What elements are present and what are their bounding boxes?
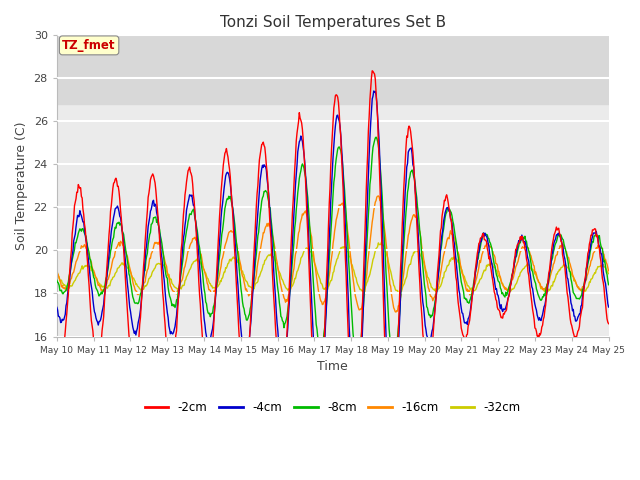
Legend: -2cm, -4cm, -8cm, -16cm, -32cm: -2cm, -4cm, -8cm, -16cm, -32cm	[140, 396, 525, 419]
X-axis label: Time: Time	[317, 360, 348, 373]
Text: TZ_fmet: TZ_fmet	[62, 39, 116, 52]
Title: Tonzi Soil Temperatures Set B: Tonzi Soil Temperatures Set B	[220, 15, 446, 30]
Bar	[57, 31, 609, 104]
Y-axis label: Soil Temperature (C): Soil Temperature (C)	[15, 121, 28, 250]
